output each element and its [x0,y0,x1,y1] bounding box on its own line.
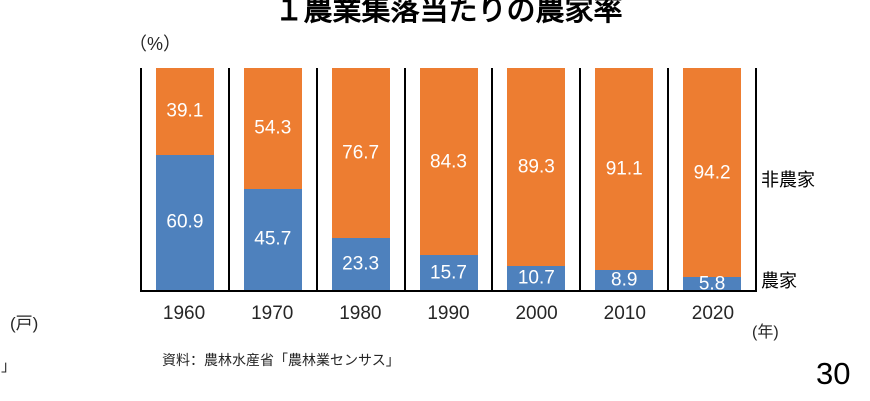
category-column-2020: 94.2 5.8 [669,68,755,295]
data-label-農家-1990: 15.7 [430,262,467,284]
x-tick-1980: 1980 [339,303,382,324]
bar-segment-農家-1990: 15.7 [419,255,478,290]
x-tick-1970: 1970 [251,303,294,324]
bar-segment-非農家-1960: 39.1 [155,68,214,155]
x-tick-2010: 2010 [603,303,646,324]
x-axis-unit-label: (年) [752,324,779,341]
data-label-非農家-2000: 89.3 [517,156,555,178]
legend-label-farm: 農家 [761,271,797,291]
category-column-1980: 76.7 23.3 [318,68,406,290]
stacked-bar-1990: 84.3 15.7 [419,68,478,290]
bar-segment-非農家-1980: 76.7 [331,68,390,239]
data-label-非農家-1960: 39.1 [166,100,204,122]
plot-area: 39.1 60.9 54.3 45.7 76.7 23.3 84.3 15.7 89.3 10.7… [140,68,757,295]
stacked-bar-1970: 54.3 45.7 [243,68,302,290]
data-label-非農家-1980: 76.7 [342,142,380,164]
legend-label-nonfarm: 非農家 [761,170,815,190]
stacked-bar-1960: 39.1 60.9 [155,68,214,290]
data-label-農家-1960: 60.9 [166,211,204,233]
bar-segment-農家-2020: 5.8 [683,273,742,295]
data-label-農家-1970: 45.7 [254,228,292,250]
category-column-1970: 54.3 45.7 [230,68,318,290]
data-label-農家-2000: 10.7 [517,267,555,289]
bar-segment-非農家-2020: 94.2 [683,68,742,278]
category-column-1960: 39.1 60.9 [142,68,230,290]
category-column-2000: 89.3 10.7 [493,68,582,290]
bar-segment-農家-2010: 8.9 [595,269,654,291]
chart-title: １農業集落当たりの農家率 [274,0,623,27]
source-note: 資料：農林水産省「農林業センサス」 [162,352,400,368]
category-column-2010: 91.1 8.9 [581,68,670,291]
data-label-非農家-2010: 91.1 [605,158,643,180]
stacked-bar-2010: 91.1 8.9 [595,68,654,291]
bar-segment-非農家-2000: 89.3 [507,68,566,267]
page-number: 30 [816,356,851,391]
stacked-bar-2000: 89.3 10.7 [507,68,566,290]
data-label-農家-2010: 8.9 [611,269,638,291]
x-axis-tick-labels: 1960 1970 1980 1990 2000 2010 2020 [140,303,757,325]
bar-segment-非農家-1990: 84.3 [419,68,478,256]
left-fragment-unit-label: (戸) [10,314,39,333]
data-label-非農家-2020: 94.2 [693,162,731,184]
data-label-非農家-1990: 84.3 [430,151,467,173]
bar-segment-農家-2000: 10.7 [507,266,566,290]
data-label-農家-2020: 5.8 [698,273,726,295]
bar-segment-農家-1980: 23.3 [331,238,390,290]
x-tick-2020: 2020 [691,303,735,324]
bar-segment-農家-1970: 45.7 [243,188,302,290]
stacked-bar-2020: 94.2 5.8 [683,68,742,295]
stacked-bar-1980: 76.7 23.3 [331,68,390,290]
bar-segment-非農家-1970: 54.3 [243,68,302,189]
data-label-非農家-1970: 54.3 [254,117,292,139]
x-tick-2000: 2000 [515,303,558,324]
category-column-1990: 84.3 15.7 [406,68,494,290]
y-axis-unit-label: （%） [129,34,182,54]
bar-segment-非農家-2010: 91.1 [595,68,654,271]
x-tick-1990: 1990 [427,303,470,324]
data-label-農家-1980: 23.3 [342,253,380,275]
x-tick-1960: 1960 [162,303,206,324]
left-fragment-bracket: 」 [1,358,17,375]
bar-segment-農家-1960: 60.9 [155,154,214,290]
